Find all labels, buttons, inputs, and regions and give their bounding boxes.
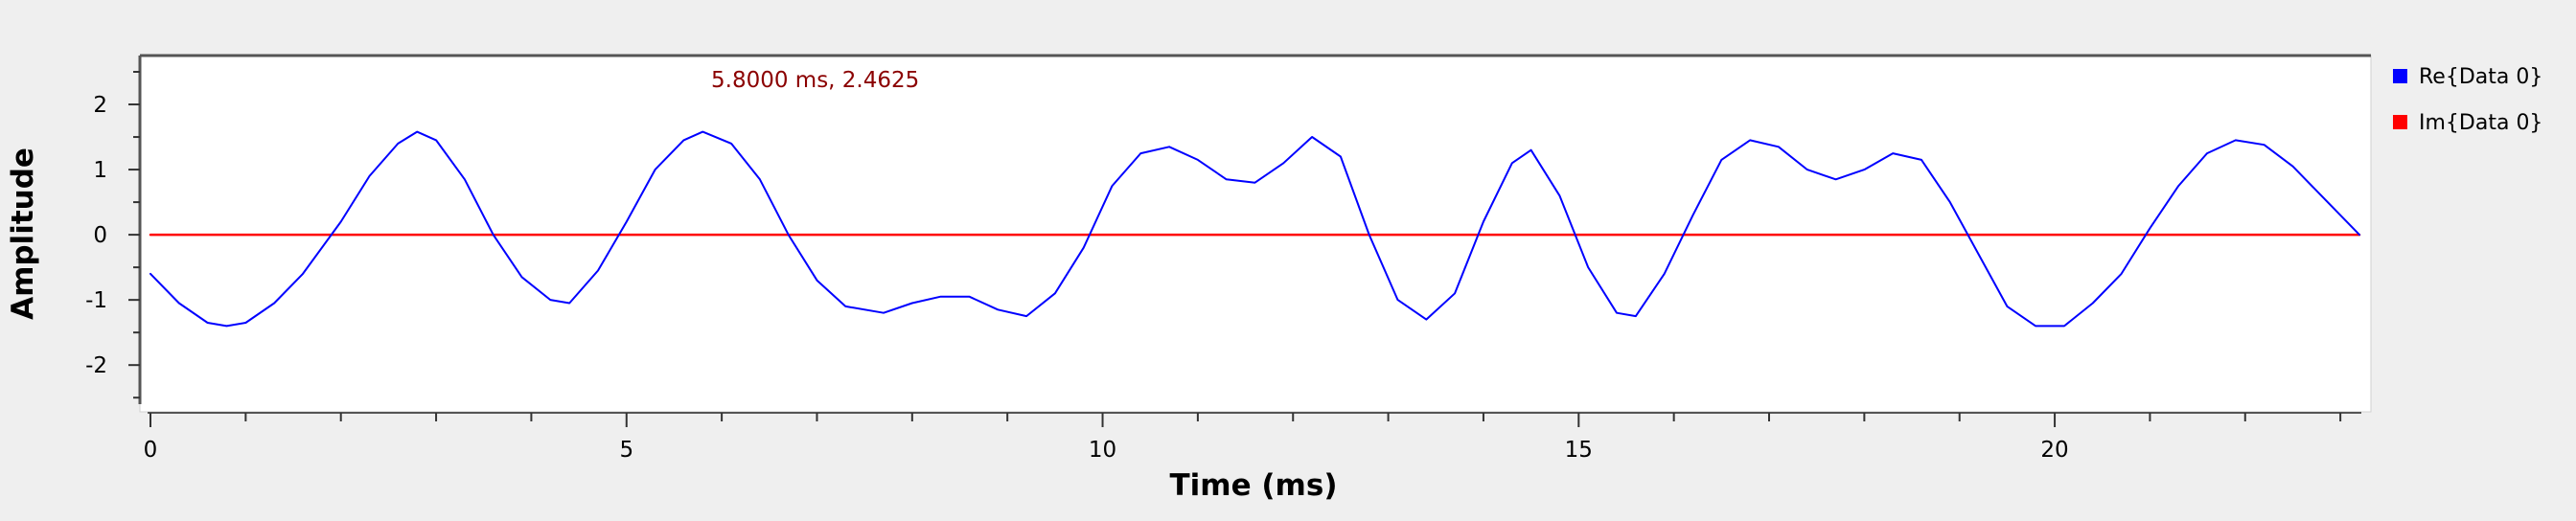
legend-swatch bbox=[2393, 69, 2407, 83]
y-tick-label: 1 bbox=[93, 158, 107, 183]
legend-swatch bbox=[2393, 115, 2407, 129]
x-axis-title: Time (ms) bbox=[1170, 468, 1338, 503]
legend: Re{Data 0} Im{Data 0} bbox=[2393, 65, 2542, 135]
x-axis-ticks: 0 5 10 15 20 bbox=[144, 413, 2342, 463]
legend-label[interactable]: Re{Data 0} bbox=[2419, 65, 2542, 89]
legend-label[interactable]: Im{Data 0} bbox=[2419, 111, 2542, 135]
cursor-readout: 5.8000 ms, 2.4625 bbox=[711, 68, 919, 93]
x-tick-label: 0 bbox=[144, 438, 158, 463]
x-tick-label: 20 bbox=[2040, 438, 2068, 463]
y-tick-label: 2 bbox=[93, 93, 107, 118]
y-tick-label: 0 bbox=[93, 223, 107, 248]
x-tick-label: 10 bbox=[1089, 438, 1116, 463]
y-axis-title: Amplitude bbox=[6, 147, 40, 320]
series-layer bbox=[149, 130, 2361, 328]
x-tick-label: 15 bbox=[1565, 438, 1593, 463]
y-tick-label: -2 bbox=[85, 353, 107, 378]
y-tick-label: -1 bbox=[85, 288, 107, 313]
series-line-re bbox=[150, 130, 2360, 328]
x-tick-label: 5 bbox=[619, 438, 633, 463]
y-axis-ticks: -2 -1 0 1 2 bbox=[85, 71, 140, 399]
